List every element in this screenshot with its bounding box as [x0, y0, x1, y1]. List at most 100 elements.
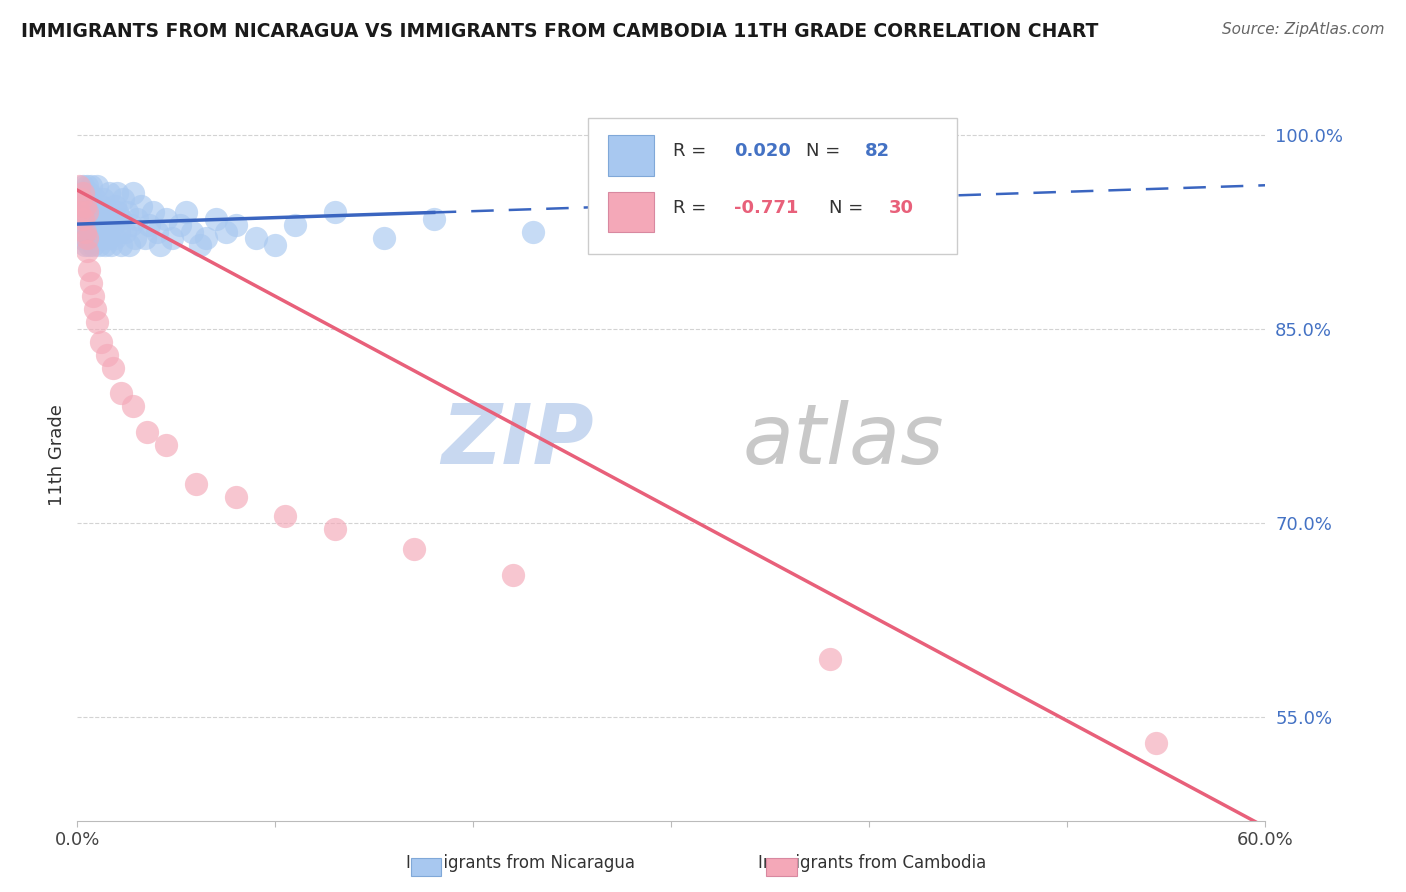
- Text: ZIP: ZIP: [441, 400, 595, 481]
- Point: [67, 205, 90, 219]
- Point: [75, 225, 97, 239]
- Point: [80, 277, 103, 291]
- Point: [76, 205, 98, 219]
- Point: [96, 225, 118, 239]
- Point: [67, 179, 90, 194]
- Point: [75, 192, 97, 206]
- Point: [91, 192, 114, 206]
- FancyBboxPatch shape: [609, 192, 654, 232]
- Point: [1146, 736, 1168, 750]
- Point: [84, 231, 107, 245]
- Point: [105, 186, 128, 200]
- Point: [98, 186, 121, 200]
- Point: [121, 186, 143, 200]
- Point: [195, 231, 218, 245]
- Point: [205, 211, 228, 226]
- Point: [640, 231, 662, 245]
- Text: IMMIGRANTS FROM NICARAGUA VS IMMIGRANTS FROM CAMBODIA 11TH GRADE CORRELATION CHA: IMMIGRANTS FROM NICARAGUA VS IMMIGRANTS …: [21, 22, 1098, 41]
- Text: 82: 82: [865, 143, 890, 161]
- FancyBboxPatch shape: [609, 136, 654, 176]
- Point: [77, 199, 100, 213]
- Point: [120, 218, 142, 232]
- Point: [373, 231, 395, 245]
- Point: [225, 490, 247, 504]
- Point: [162, 231, 184, 245]
- Point: [77, 263, 100, 277]
- Point: [142, 205, 165, 219]
- Point: [82, 199, 104, 213]
- Text: Immigrants from Nicaragua: Immigrants from Nicaragua: [406, 855, 634, 872]
- Point: [77, 186, 100, 200]
- FancyBboxPatch shape: [588, 119, 956, 253]
- Point: [90, 199, 112, 213]
- Point: [80, 205, 103, 219]
- Point: [121, 400, 143, 414]
- Point: [100, 237, 122, 252]
- Point: [76, 244, 98, 258]
- Point: [98, 231, 121, 245]
- Point: [76, 205, 98, 219]
- Point: [188, 237, 211, 252]
- Point: [94, 237, 117, 252]
- Point: [129, 199, 152, 213]
- Point: [264, 237, 287, 252]
- Point: [502, 567, 524, 582]
- Point: [77, 218, 100, 232]
- Point: [80, 225, 103, 239]
- Point: [84, 302, 107, 317]
- Text: N =: N =: [830, 199, 869, 217]
- Point: [149, 237, 172, 252]
- Point: [245, 231, 267, 245]
- Point: [86, 315, 108, 329]
- Point: [82, 218, 104, 232]
- Point: [110, 386, 132, 401]
- Point: [135, 425, 157, 440]
- Point: [91, 231, 114, 245]
- Text: Source: ZipAtlas.com: Source: ZipAtlas.com: [1222, 22, 1385, 37]
- Point: [134, 231, 156, 245]
- Point: [402, 541, 425, 556]
- Point: [90, 334, 112, 349]
- Point: [87, 237, 110, 252]
- Point: [76, 231, 98, 245]
- Point: [84, 192, 107, 206]
- Point: [75, 237, 97, 252]
- Point: [86, 179, 108, 194]
- Point: [124, 231, 146, 245]
- Point: [80, 179, 103, 194]
- Point: [284, 218, 307, 232]
- Point: [76, 225, 98, 239]
- Point: [96, 205, 118, 219]
- Point: [77, 237, 100, 252]
- Point: [110, 211, 132, 226]
- Point: [759, 218, 782, 232]
- Point: [181, 225, 204, 239]
- Point: [101, 360, 124, 375]
- Point: [72, 211, 94, 226]
- Text: 30: 30: [889, 199, 914, 217]
- Point: [82, 289, 104, 303]
- Point: [70, 186, 93, 200]
- Point: [323, 522, 346, 536]
- Point: [101, 218, 124, 232]
- Point: [70, 192, 93, 206]
- Point: [115, 205, 138, 219]
- Point: [75, 218, 97, 232]
- Point: [138, 218, 160, 232]
- Point: [96, 348, 118, 362]
- Point: [86, 225, 108, 239]
- Text: N =: N =: [806, 143, 845, 161]
- Point: [155, 438, 177, 452]
- Point: [118, 237, 141, 252]
- Point: [72, 211, 94, 226]
- Y-axis label: 11th Grade: 11th Grade: [48, 404, 66, 506]
- Point: [75, 199, 97, 213]
- Point: [108, 225, 131, 239]
- Point: [72, 199, 94, 213]
- Text: -0.771: -0.771: [734, 199, 799, 217]
- Text: R =: R =: [672, 199, 711, 217]
- Point: [323, 205, 346, 219]
- Point: [169, 218, 191, 232]
- Text: R =: R =: [672, 143, 711, 161]
- Point: [114, 225, 136, 239]
